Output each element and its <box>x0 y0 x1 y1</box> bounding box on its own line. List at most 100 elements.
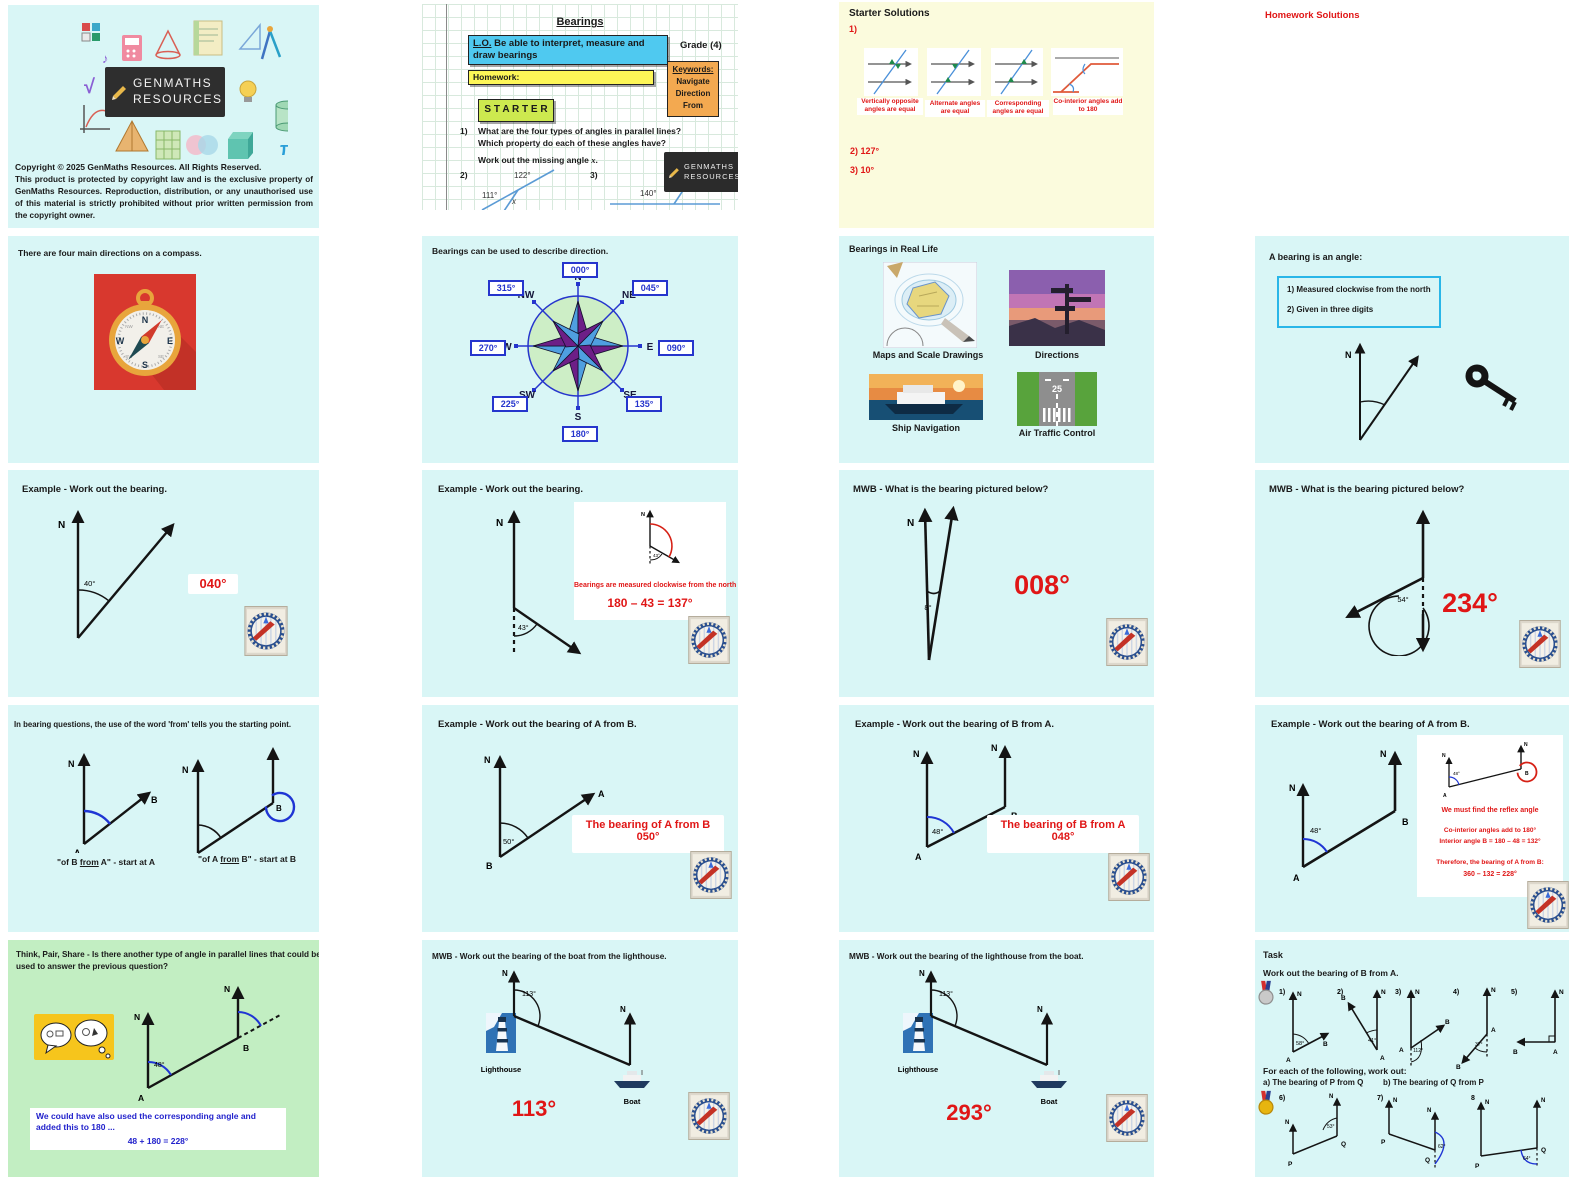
north-label: N <box>58 520 65 531</box>
compass-ne-label: NE <box>158 324 164 329</box>
lo-label: L.O. <box>473 38 492 49</box>
q-number: 3) <box>1395 989 1401 996</box>
mwb-title: MWB - Work out the bearing of the boat f… <box>432 952 667 961</box>
point-a-label: A <box>1553 1049 1558 1056</box>
vertically-opposite-diagram <box>864 48 918 96</box>
task2-part-a: a) The bearing of P from Q <box>1263 1078 1364 1087</box>
q-number: 2) <box>1337 989 1343 996</box>
lighthouse-boat-diagram: N 113° N Lighthouse Boat <box>898 969 1068 1106</box>
compass-photo-icon <box>688 1092 730 1140</box>
keyword-3: From <box>683 101 703 110</box>
tps-title-line1: Think, Pair, Share - Is there another ty… <box>16 950 319 959</box>
q1-line2: Which property do each of these angles h… <box>478 138 666 148</box>
bearing-228-diagram: N N 48° B A <box>1289 749 1409 883</box>
q-number: 4) <box>1453 989 1459 996</box>
corresponding-angles-diagram <box>991 48 1043 96</box>
runway-number: 25 <box>1052 384 1062 394</box>
slide-think-pair-share: Think, Pair, Share - Is there another ty… <box>8 940 319 1177</box>
think-bubbles-icon <box>34 1014 114 1060</box>
north-label: N <box>182 765 189 775</box>
north-label-a: N <box>1289 783 1296 793</box>
task-title: Task <box>1263 950 1283 960</box>
point-b-label: B <box>1525 771 1529 777</box>
real-life-caption-3: Ship Navigation <box>891 423 960 433</box>
solution-caption-2: Alternate angles are equal <box>925 100 985 117</box>
q2-angle-x: x <box>511 197 517 206</box>
north-label: N <box>1559 989 1564 996</box>
homework-box: Homework: <box>468 70 654 85</box>
compass-s-label: S <box>142 360 148 370</box>
reflex-mini-diagram: N N 48° B A <box>1442 742 1538 799</box>
q-number: 5) <box>1511 989 1517 996</box>
solution-calc: 180 – 43 = 137° <box>607 596 693 610</box>
q1-line3-text: Work out the missing angle <box>478 155 592 165</box>
slide-mwb-lighthouse-from-boat: MWB - Work out the bearing of the lighth… <box>839 940 1154 1177</box>
bearing-of-b-from-a-diagram: N B A <box>68 753 158 853</box>
point-a-label: A <box>1443 793 1447 799</box>
angle-label: 58° <box>1296 1041 1304 1047</box>
q3-angle-a: 140° <box>640 189 657 198</box>
silver-medal-icon <box>1257 980 1275 1006</box>
lighthouse-boat-diagram: N 113° N Lighthouse Boat <box>481 969 651 1106</box>
reflex-line3: Interior angle B = 180 – 48 = 132° <box>1439 838 1541 845</box>
bearing-000: 000° <box>562 262 598 278</box>
slide-example-040: Example - Work out the bearing. N 40° 04… <box>8 470 319 697</box>
compass-se-label: SE <box>158 354 164 359</box>
bubbles-graphic <box>40 1019 111 1059</box>
angle-label: 8° <box>924 603 931 612</box>
reflex-line1: We must find the reflex angle <box>1441 807 1539 814</box>
caption-of-a-from-b: "of A from B" - start at B <box>172 854 319 864</box>
slide-mwb-008: MWB - What is the bearing pictured below… <box>839 470 1154 697</box>
bearing-225: 225° <box>492 396 528 412</box>
gold-medal-icon <box>1257 1090 1275 1116</box>
task-subtitle: Work out the bearing of B from A. <box>1263 968 1399 978</box>
compass-intro-text: There are four main directions on a comp… <box>18 248 202 258</box>
pi-doodle-icon: π <box>280 139 288 159</box>
compass-n-label: N <box>142 315 149 325</box>
logo-line1: GENMATHS <box>684 161 734 171</box>
margin-line <box>446 4 447 210</box>
bearing-of-a-from-b-diagram: N B A <box>182 747 296 854</box>
bearing-270: 270° <box>470 340 506 356</box>
keywords-box: Keywords: Navigate Direction From <box>667 61 719 117</box>
answer-line2: 050° <box>636 831 660 843</box>
copyright-body: This product is protected by copyright l… <box>15 175 313 220</box>
slide-real-life: Bearings in Real Life <box>839 236 1154 463</box>
angle-label: 43° <box>518 624 529 632</box>
point-q-label: Q <box>1541 1147 1546 1154</box>
slide-task: Task Work out the bearing of B from A. 1… <box>1255 940 1569 1177</box>
q-number: 7) <box>1377 1095 1383 1102</box>
task-q2-diagram: 2) N 41° B A <box>1337 989 1386 1062</box>
north-label-q: N <box>1329 1094 1333 1100</box>
point-p-label: P <box>1475 1163 1480 1170</box>
bearing-137-diagram: N 43° <box>496 510 582 656</box>
signpost-photo <box>1009 270 1105 346</box>
sqrt-doodle-icon: √ <box>84 76 96 98</box>
caption-post: B" - start at B <box>239 854 297 864</box>
bearing-050-diagram: N A B 50° <box>484 755 605 871</box>
bearing-234-diagram: 54° <box>1345 509 1431 656</box>
north-label-b: N <box>224 984 230 994</box>
co-interior-angles-diagram <box>1051 48 1123 96</box>
bearing-045: 045° <box>632 280 668 296</box>
angle-label: 64° <box>1523 1156 1531 1162</box>
q2-number: 2) <box>460 170 468 180</box>
north-label: N <box>496 518 503 529</box>
rose-intro-text: Bearings can be used to describe directi… <box>432 246 609 256</box>
answer-line1: The bearing of A from B <box>585 819 711 831</box>
point-q-label: Q <box>1425 1157 1430 1164</box>
angle-label: 40° <box>84 579 95 588</box>
task-q8-diagram: 8 N N 64° Q P <box>1471 1095 1546 1170</box>
point-b-label: B <box>1323 1041 1328 1048</box>
q2-angle-a: 122° <box>514 171 531 180</box>
rose-ne-label: NE <box>622 290 636 301</box>
answer-113: 113° <box>511 1096 557 1121</box>
example-title: Example - Work out the bearing of B from… <box>855 719 1054 730</box>
angle-label: 54° <box>1397 595 1408 604</box>
slide-example-137: Example - Work out the bearing. N 43° N … <box>422 470 738 697</box>
example-title: Example - Work out the bearing. <box>438 484 583 495</box>
answer-040: 040° <box>188 574 238 594</box>
keyword-1: Navigate <box>676 77 710 86</box>
q-number: 8 <box>1471 1095 1475 1102</box>
